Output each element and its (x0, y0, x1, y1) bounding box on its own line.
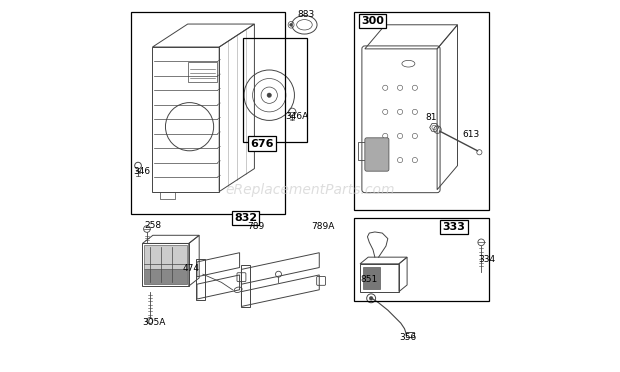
Text: 81: 81 (425, 113, 436, 122)
Text: 305A: 305A (143, 318, 166, 327)
Circle shape (267, 93, 272, 97)
Bar (354, 218, 489, 301)
Text: 832: 832 (234, 213, 257, 223)
Bar (241, 264, 250, 307)
Bar (144, 245, 187, 269)
FancyBboxPatch shape (365, 138, 389, 171)
Text: 356: 356 (400, 333, 417, 342)
Text: 346: 346 (133, 167, 150, 176)
Bar (131, 12, 285, 214)
Bar (196, 259, 205, 300)
Text: 883: 883 (297, 10, 314, 19)
Bar (405, 333, 414, 337)
Text: 851: 851 (361, 275, 378, 284)
Text: 300: 300 (361, 16, 384, 26)
Bar (354, 12, 489, 210)
Text: 258: 258 (144, 221, 161, 230)
Text: 613: 613 (462, 129, 479, 139)
Text: 346A: 346A (285, 112, 308, 121)
Text: 474: 474 (182, 264, 199, 273)
Bar (188, 62, 218, 82)
Text: 789A: 789A (311, 222, 334, 231)
Text: eReplacementParts.com: eReplacementParts.com (225, 183, 395, 197)
Circle shape (370, 296, 373, 300)
Text: 789: 789 (247, 222, 264, 231)
Text: 334: 334 (478, 255, 495, 264)
Bar (363, 267, 379, 289)
Text: 333: 333 (443, 222, 466, 232)
Circle shape (290, 23, 293, 26)
Text: 676: 676 (250, 138, 273, 148)
Bar (242, 38, 308, 141)
Bar (144, 269, 187, 284)
